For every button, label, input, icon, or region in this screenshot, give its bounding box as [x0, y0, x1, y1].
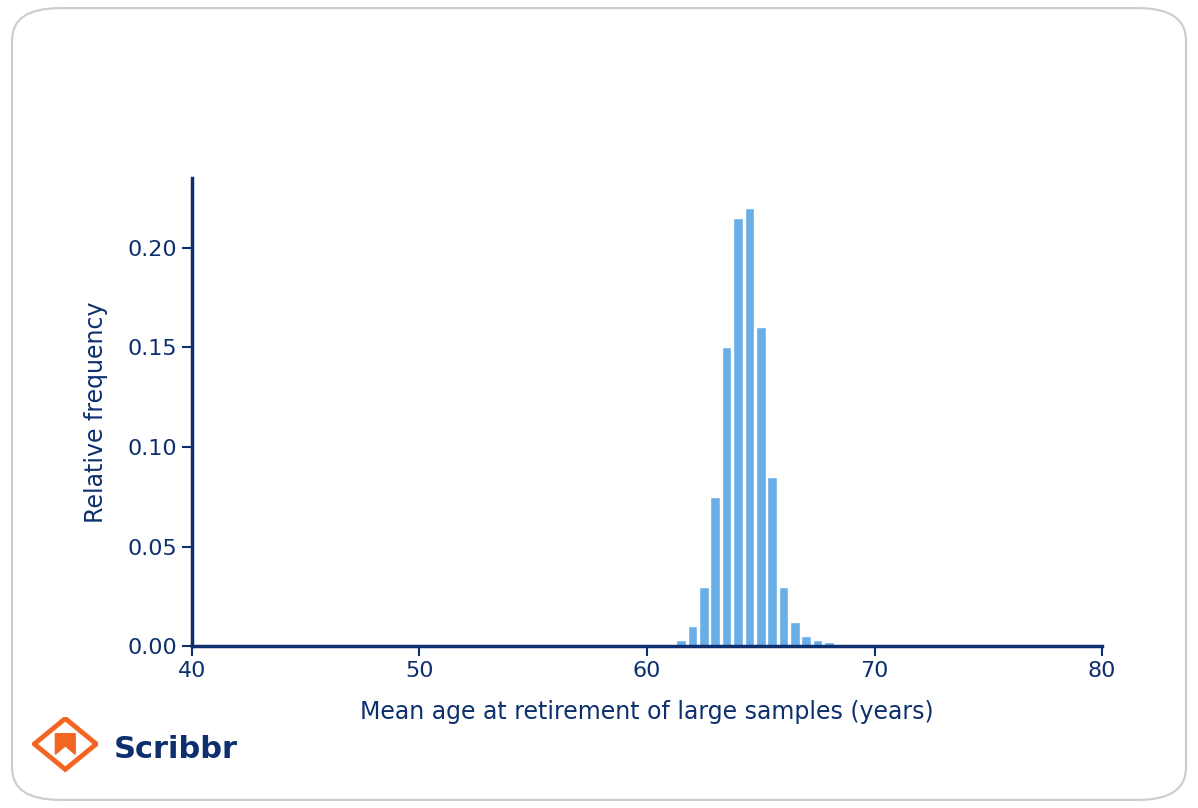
Y-axis label: Relative frequency: Relative frequency	[84, 301, 108, 523]
Bar	[710, 497, 720, 646]
Bar	[791, 622, 799, 646]
Bar	[733, 217, 743, 646]
Bar	[756, 327, 766, 646]
Bar	[768, 477, 776, 646]
Bar	[801, 637, 811, 646]
Bar	[722, 347, 731, 646]
Text: Scribbr: Scribbr	[114, 735, 238, 764]
Bar	[700, 587, 708, 646]
Bar	[824, 642, 834, 646]
Bar	[677, 641, 685, 646]
Bar	[688, 626, 697, 646]
Polygon shape	[55, 734, 75, 755]
X-axis label: Mean age at retirement of large samples (years): Mean age at retirement of large samples …	[361, 701, 933, 725]
Bar	[813, 641, 822, 646]
Bar	[779, 587, 788, 646]
Bar	[745, 208, 754, 646]
